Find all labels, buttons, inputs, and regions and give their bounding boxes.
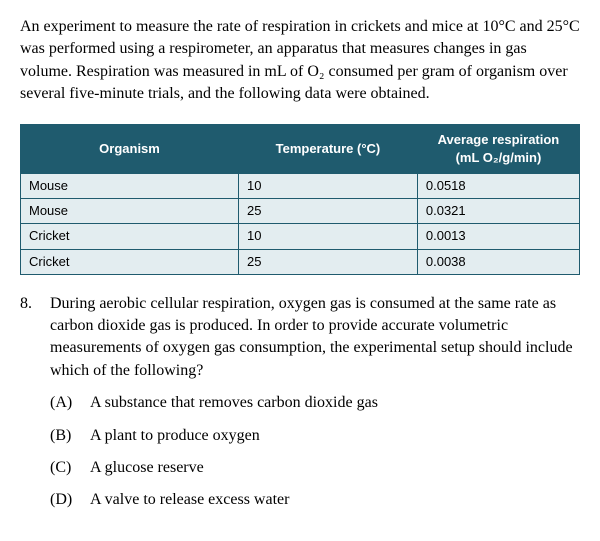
intro-paragraph: An experiment to measure the rate of res…	[20, 16, 580, 106]
table-row: Cricket250.0038	[21, 249, 580, 274]
option-label: (A)	[50, 392, 90, 414]
option-text: A valve to release excess water	[90, 489, 580, 511]
header-respiration-line2: (mL O₂/g/min)	[456, 150, 542, 165]
table-row: Cricket100.0013	[21, 224, 580, 249]
table-cell-organism: Cricket	[21, 249, 239, 274]
table-cell-organism: Cricket	[21, 224, 239, 249]
question-number: 8.	[20, 293, 50, 315]
option-row: (A)A substance that removes carbon dioxi…	[50, 392, 580, 414]
table-cell-temperature: 10	[239, 173, 418, 198]
option-row: (D)A valve to release excess water	[50, 489, 580, 511]
table-row: Mouse250.0321	[21, 199, 580, 224]
option-label: (D)	[50, 489, 90, 511]
table-cell-respiration: 0.0038	[417, 249, 579, 274]
option-row: (B)A plant to produce oxygen	[50, 425, 580, 447]
table-cell-respiration: 0.0013	[417, 224, 579, 249]
table-cell-temperature: 25	[239, 249, 418, 274]
option-label: (B)	[50, 425, 90, 447]
data-table: Organism Temperature (°C) Average respir…	[20, 124, 580, 275]
table-cell-temperature: 10	[239, 224, 418, 249]
header-organism: Organism	[21, 124, 239, 173]
question-stem: During aerobic cellular respiration, oxy…	[50, 293, 580, 383]
table-row: Mouse100.0518	[21, 173, 580, 198]
table-cell-organism: Mouse	[21, 199, 239, 224]
table-cell-temperature: 25	[239, 199, 418, 224]
table-header-row: Organism Temperature (°C) Average respir…	[21, 124, 580, 173]
table-cell-organism: Mouse	[21, 173, 239, 198]
option-text: A plant to produce oxygen	[90, 425, 580, 447]
question-block: 8. During aerobic cellular respiration, …	[20, 293, 580, 383]
header-temperature: Temperature (°C)	[239, 124, 418, 173]
table-cell-respiration: 0.0518	[417, 173, 579, 198]
option-row: (C)A glucose reserve	[50, 457, 580, 479]
header-respiration: Average respiration (mL O₂/g/min)	[417, 124, 579, 173]
option-label: (C)	[50, 457, 90, 479]
option-text: A substance that removes carbon dioxide …	[90, 392, 580, 414]
table-cell-respiration: 0.0321	[417, 199, 579, 224]
header-respiration-line1: Average respiration	[438, 132, 560, 147]
option-text: A glucose reserve	[90, 457, 580, 479]
